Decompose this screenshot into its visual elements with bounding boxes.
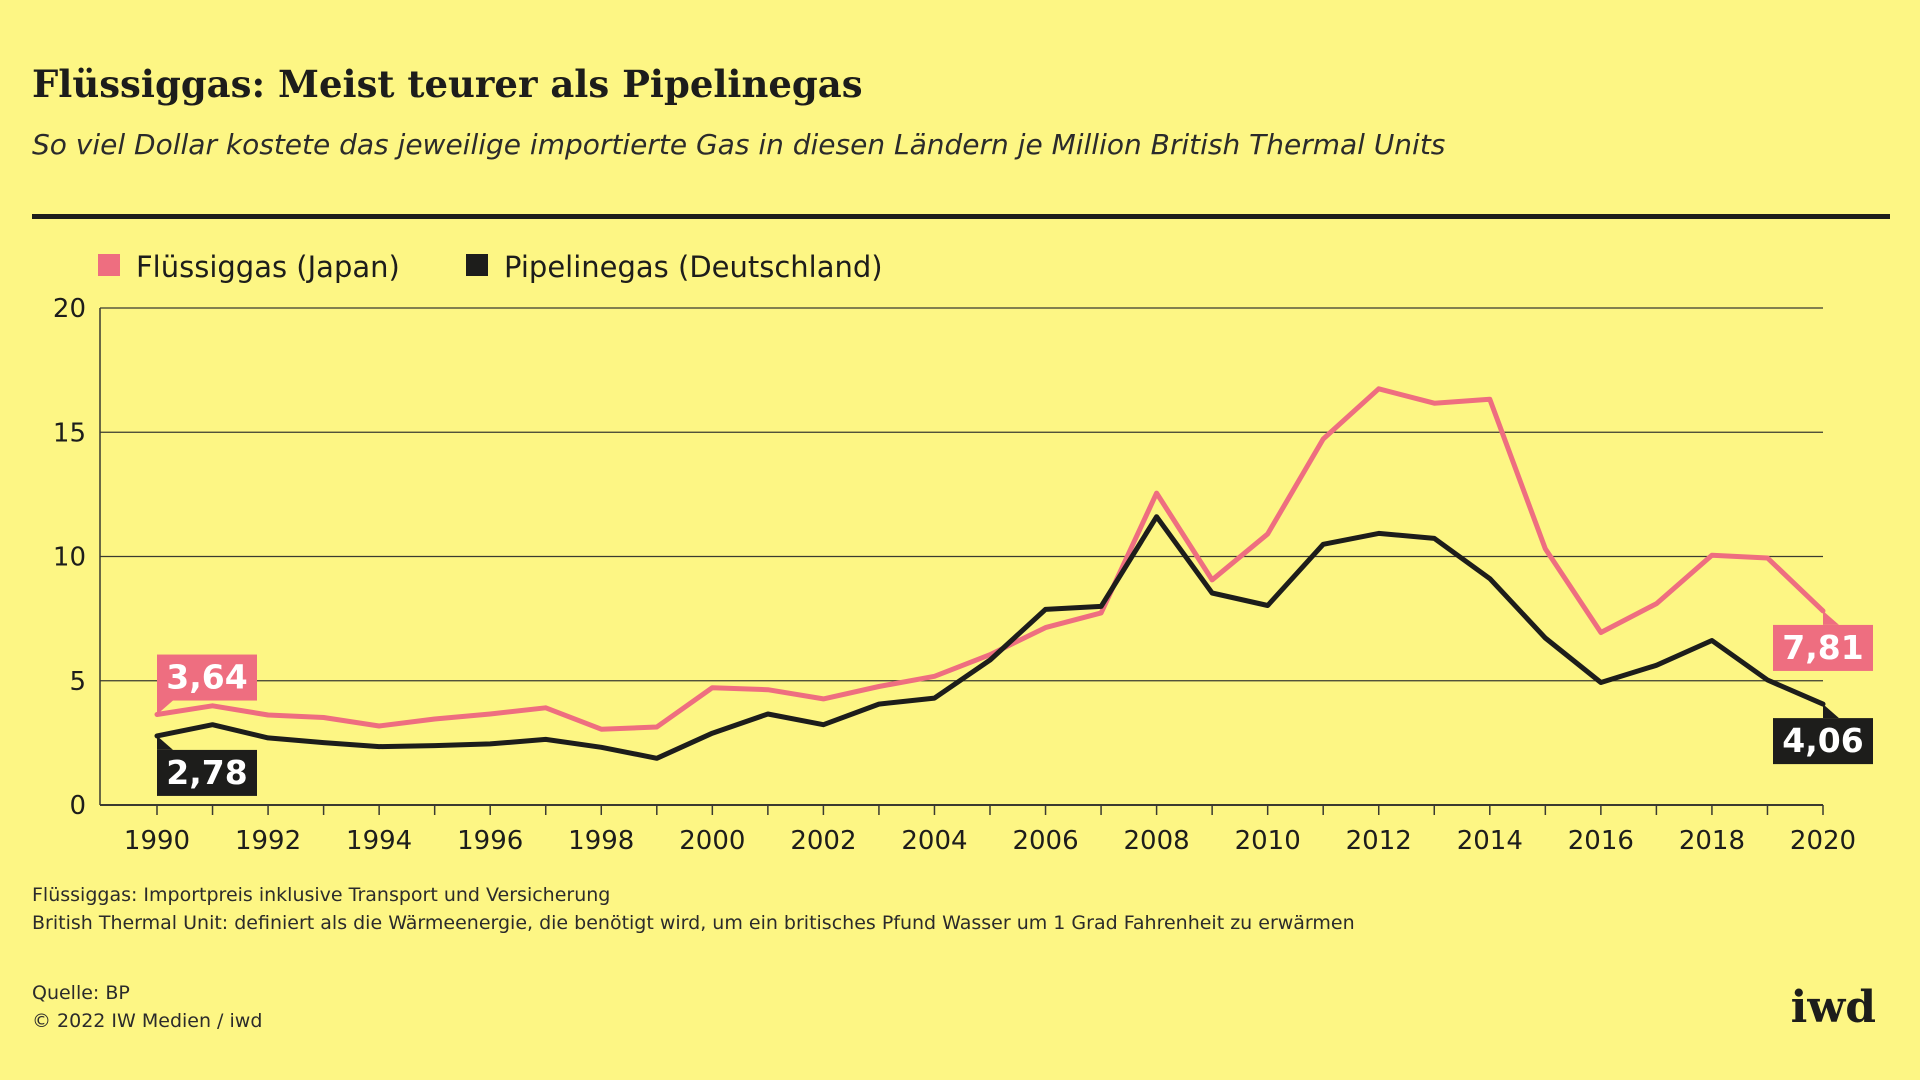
grid-lines — [99, 307, 1823, 806]
footnote-lng: Flüssiggas: Importpreis inklusive Transp… — [32, 884, 611, 906]
y-tick-label: 20 — [53, 294, 86, 324]
x-tick-label: 2014 — [1457, 826, 1523, 856]
iwd-logo: iwd — [1790, 982, 1876, 1033]
x-tick-label: 2006 — [1012, 826, 1078, 856]
callout-japan-end-text: 7,81 — [1782, 628, 1863, 667]
x-tick-label: 2012 — [1346, 826, 1412, 856]
legend: Flüssiggas (Japan) Pipelinegas (Deutschl… — [98, 250, 883, 284]
callout-japan-start-pointer — [157, 700, 173, 715]
legend-swatch-japan — [98, 254, 120, 276]
callouts: 3,64 2,78 7,81 4,06 — [157, 610, 1873, 796]
y-tick-label: 15 — [53, 418, 86, 448]
x-tick-label: 1990 — [124, 826, 190, 856]
y-tick-label: 10 — [53, 543, 86, 573]
legend-label-japan: Flüssiggas (Japan) — [136, 250, 400, 284]
callout-deutschland-end-text: 4,06 — [1782, 721, 1863, 760]
chart-subtitle: So viel Dollar kostete das jeweilige imp… — [32, 128, 1446, 161]
x-tick-label: 1992 — [235, 826, 301, 856]
y-tick-label: 5 — [69, 667, 86, 697]
chart-title: Flüssiggas: Meist teurer als Pipelinegas — [32, 62, 863, 106]
x-tick-label: 1996 — [457, 826, 523, 856]
x-axis-ticks: 1990 1992 1994 1996 1998 2000 2002 2004 2006 2008… — [124, 805, 1856, 856]
series-line-1 — [154, 514, 1826, 761]
x-tick-label: 1994 — [346, 826, 412, 856]
copyright: © 2022 IW Medien / iwd — [32, 1010, 263, 1032]
series-line-0 — [154, 386, 1826, 732]
x-tick-label: 2002 — [790, 826, 856, 856]
x-tick-label: 2018 — [1679, 826, 1745, 856]
y-axis-ticks: 0 5 10 15 20 — [53, 294, 86, 821]
x-tick-label: 2020 — [1790, 826, 1856, 856]
legend-swatch-deutschland — [466, 254, 488, 276]
header-divider — [32, 214, 1890, 219]
y-tick-label: 0 — [69, 791, 86, 821]
callout-japan-start-text: 3,64 — [166, 658, 247, 697]
line-chart: 0 5 10 15 20 1990 1992 1994 1996 1998 2000 2002 200… — [53, 250, 1873, 856]
callout-deutschland-start-text: 2,78 — [166, 753, 247, 792]
x-tick-label: 2008 — [1124, 826, 1190, 856]
callout-deutschland-start-box — [157, 749, 257, 796]
callout-deutschland-end-pointer — [1823, 704, 1839, 719]
series-lines — [154, 386, 1826, 761]
callout-japan-end-box — [1773, 624, 1873, 671]
callout-japan-start-box — [157, 654, 257, 701]
callout-deutschland-end-box — [1773, 718, 1873, 765]
x-tick-label: 2016 — [1568, 826, 1634, 856]
x-tick-label: 2010 — [1235, 826, 1301, 856]
legend-label-deutschland: Pipelinegas (Deutschland) — [504, 250, 883, 284]
x-tick-label: 2000 — [679, 826, 745, 856]
callout-japan-end-pointer — [1823, 610, 1839, 625]
x-tick-label: 2004 — [901, 826, 967, 856]
callout-deutschland-start-pointer — [157, 735, 173, 750]
x-tick-label: 1998 — [568, 826, 634, 856]
source: Quelle: BP — [32, 982, 130, 1004]
footnote-btu: British Thermal Unit: definiert als die … — [32, 912, 1355, 934]
